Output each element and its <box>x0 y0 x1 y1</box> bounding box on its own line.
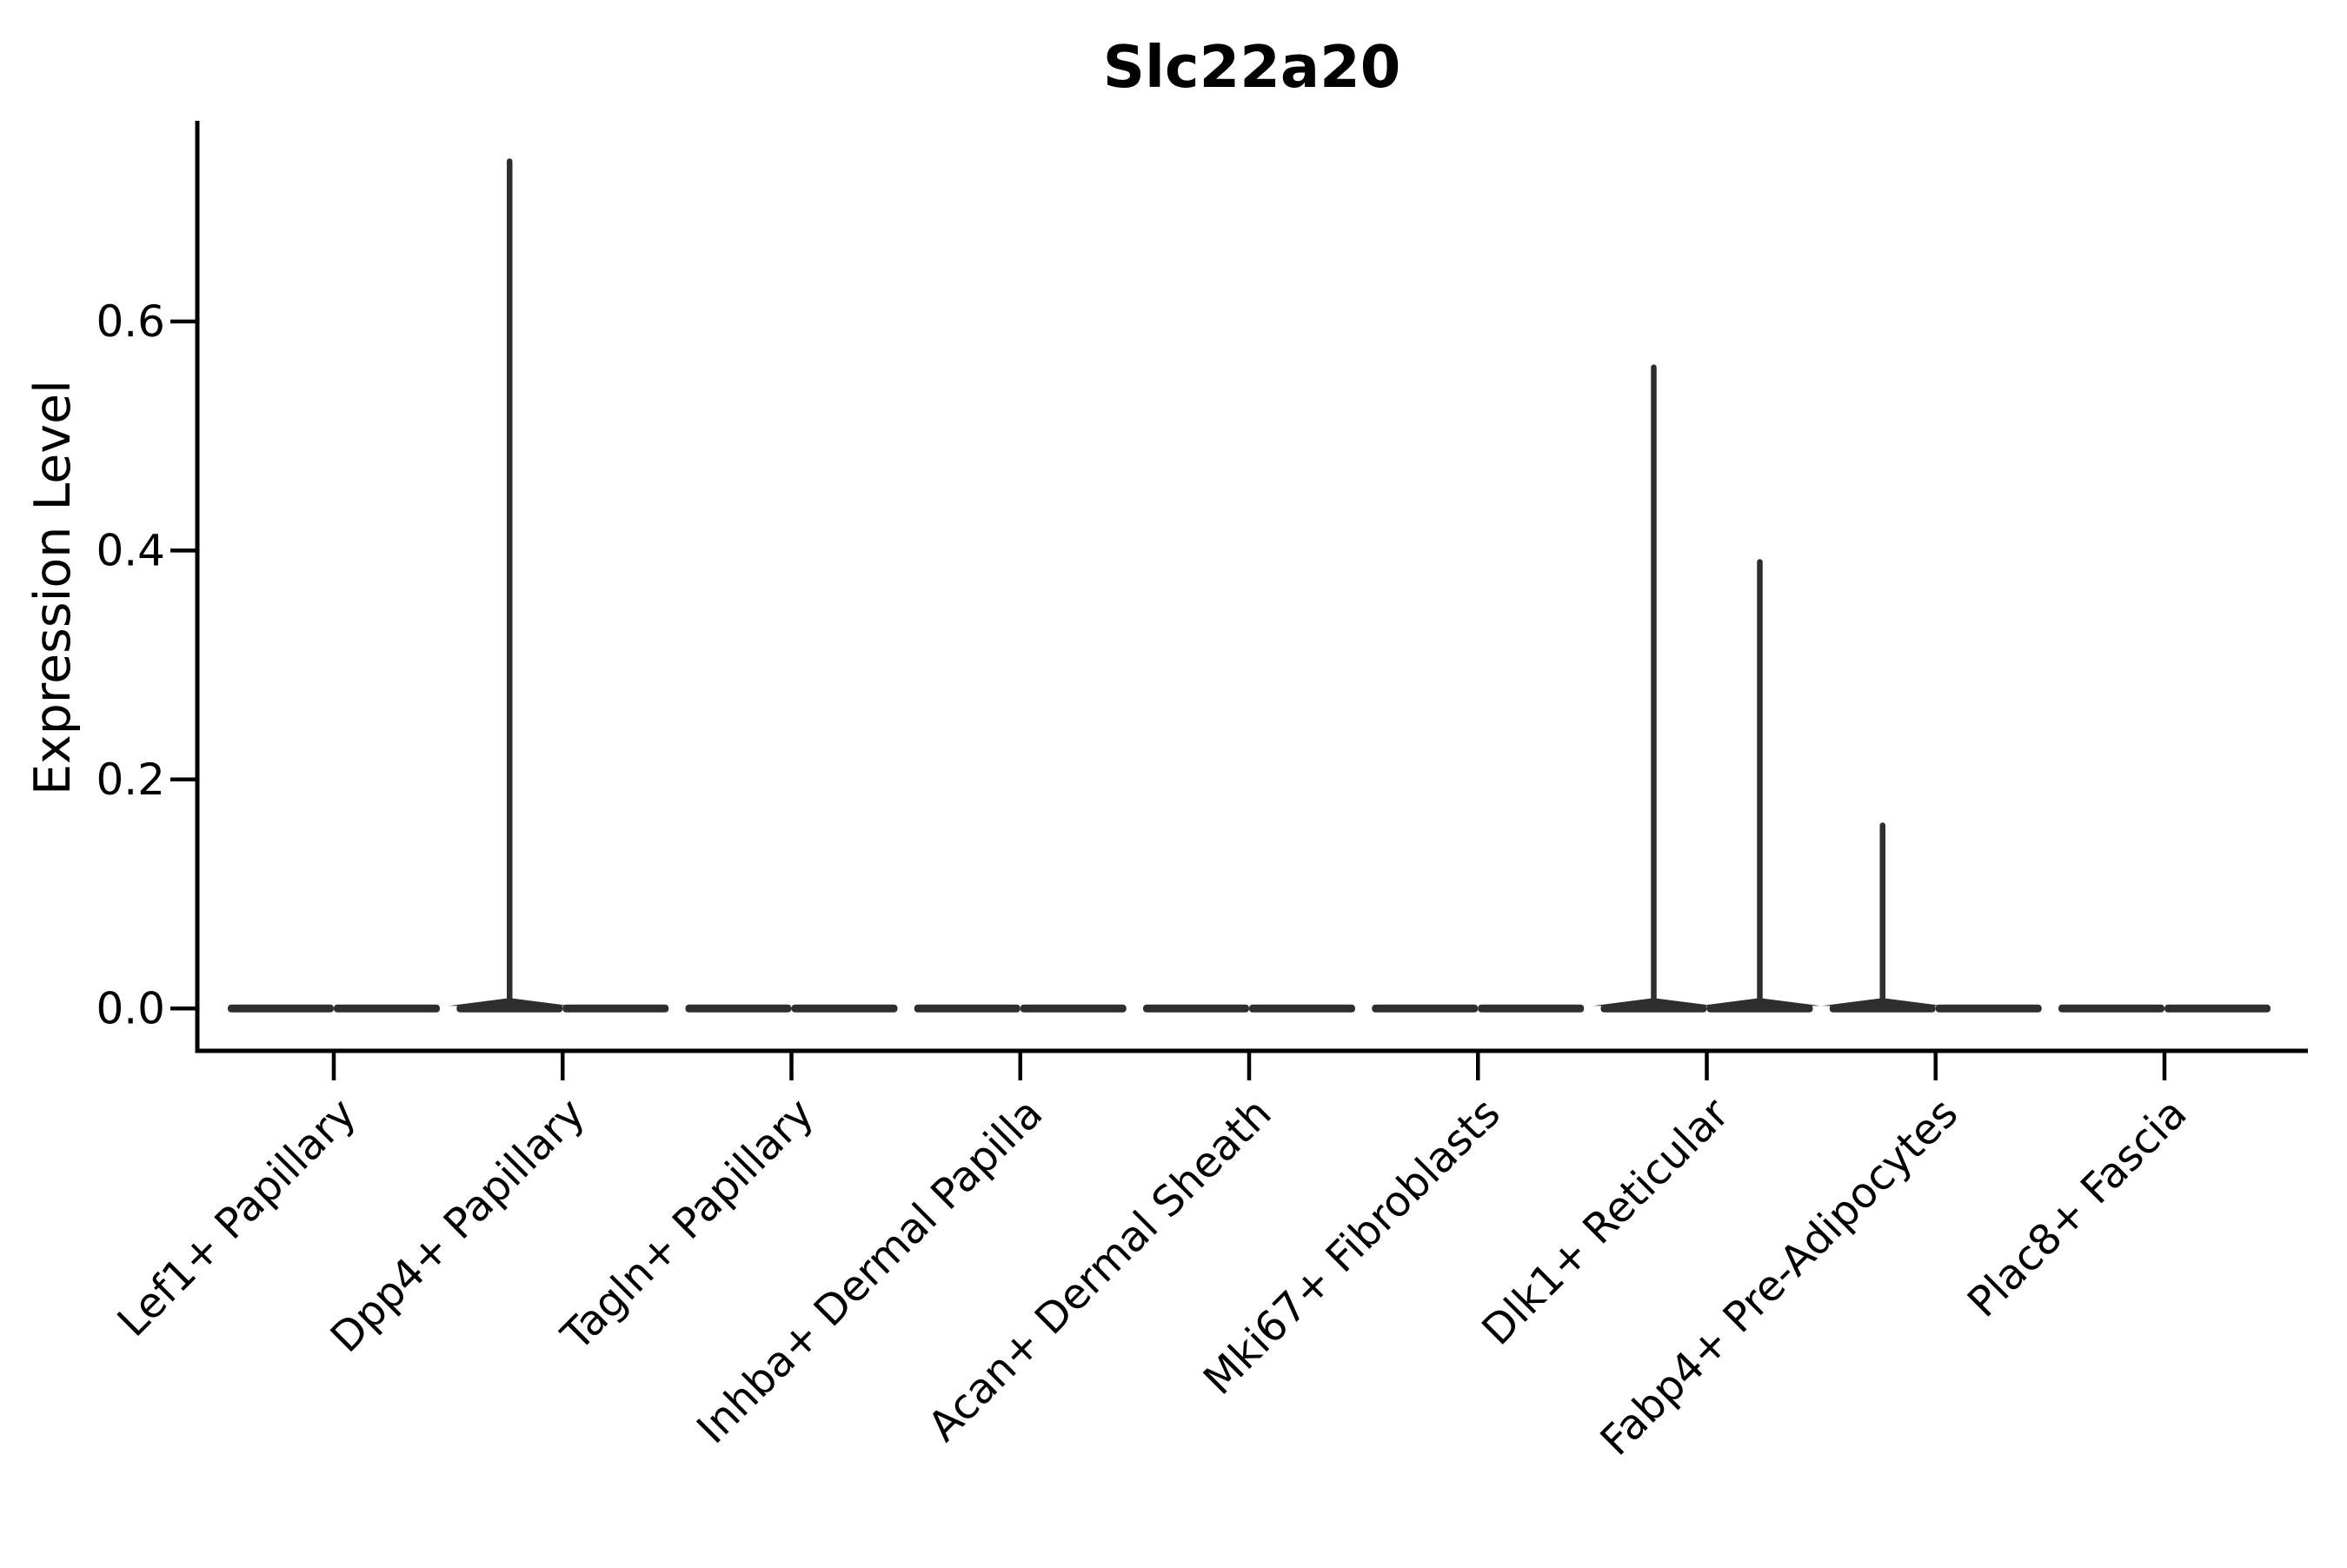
violin-body <box>1372 1004 1479 1013</box>
y-tick-label: 0.2 <box>96 754 165 805</box>
violin-body <box>791 1004 898 1013</box>
y-axis-label: Expression Level <box>24 380 82 795</box>
violin-body <box>2164 1004 2271 1013</box>
violin-body <box>562 1004 669 1013</box>
violin-body <box>1478 1004 1585 1013</box>
violin-body <box>1020 1004 1127 1013</box>
x-tick-label: Lef1+ Papillary <box>109 1089 366 1346</box>
y-tick-label: 0.0 <box>96 983 165 1033</box>
violin-body <box>1249 1004 1355 1013</box>
violin-body <box>914 1004 1021 1013</box>
violin-body <box>685 1004 792 1013</box>
violin-body <box>228 1004 334 1013</box>
y-tick-layer: 0.0 0.2 0.4 0.6 <box>96 296 196 1033</box>
violin-body <box>1935 1004 2042 1013</box>
y-tick-label: 0.6 <box>96 296 165 347</box>
x-tick-label: Plac8+ Fascia <box>1958 1089 2197 1327</box>
x-tick-label: Tagln+ Papillary <box>552 1089 823 1360</box>
x-tick-label: Dlk1+ Reticular <box>1473 1089 1739 1355</box>
y-tick-label: 0.4 <box>96 525 165 575</box>
x-tick-label: Dpp4+ Papillary <box>322 1089 595 1362</box>
chart-title: Slc22a20 <box>1103 33 1401 101</box>
violin-body <box>2058 1004 2164 1013</box>
violin-layer <box>228 158 2271 1013</box>
violin-body <box>334 1004 440 1013</box>
violin-body <box>1143 1004 1249 1013</box>
